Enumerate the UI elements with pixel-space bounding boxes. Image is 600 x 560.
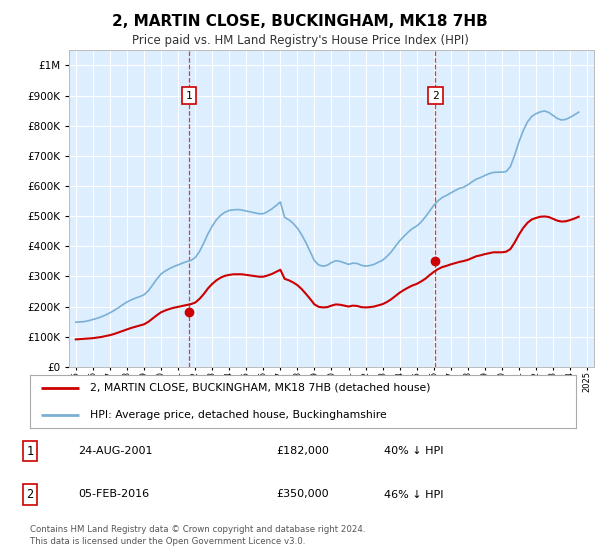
Text: £350,000: £350,000 [276, 489, 329, 500]
Text: 1: 1 [186, 91, 193, 101]
Text: HPI: Average price, detached house, Buckinghamshire: HPI: Average price, detached house, Buck… [90, 409, 387, 419]
Text: 2: 2 [26, 488, 34, 501]
Text: 05-FEB-2016: 05-FEB-2016 [78, 489, 149, 500]
Text: 40% ↓ HPI: 40% ↓ HPI [384, 446, 443, 456]
Text: 1: 1 [26, 445, 34, 458]
Text: £182,000: £182,000 [276, 446, 329, 456]
Text: 2: 2 [432, 91, 439, 101]
Text: Contains HM Land Registry data © Crown copyright and database right 2024.
This d: Contains HM Land Registry data © Crown c… [30, 525, 365, 546]
Text: 2, MARTIN CLOSE, BUCKINGHAM, MK18 7HB (detached house): 2, MARTIN CLOSE, BUCKINGHAM, MK18 7HB (d… [90, 383, 431, 393]
Text: 46% ↓ HPI: 46% ↓ HPI [384, 489, 443, 500]
Text: 24-AUG-2001: 24-AUG-2001 [78, 446, 152, 456]
Text: 2, MARTIN CLOSE, BUCKINGHAM, MK18 7HB: 2, MARTIN CLOSE, BUCKINGHAM, MK18 7HB [112, 14, 488, 29]
Text: Price paid vs. HM Land Registry's House Price Index (HPI): Price paid vs. HM Land Registry's House … [131, 34, 469, 46]
